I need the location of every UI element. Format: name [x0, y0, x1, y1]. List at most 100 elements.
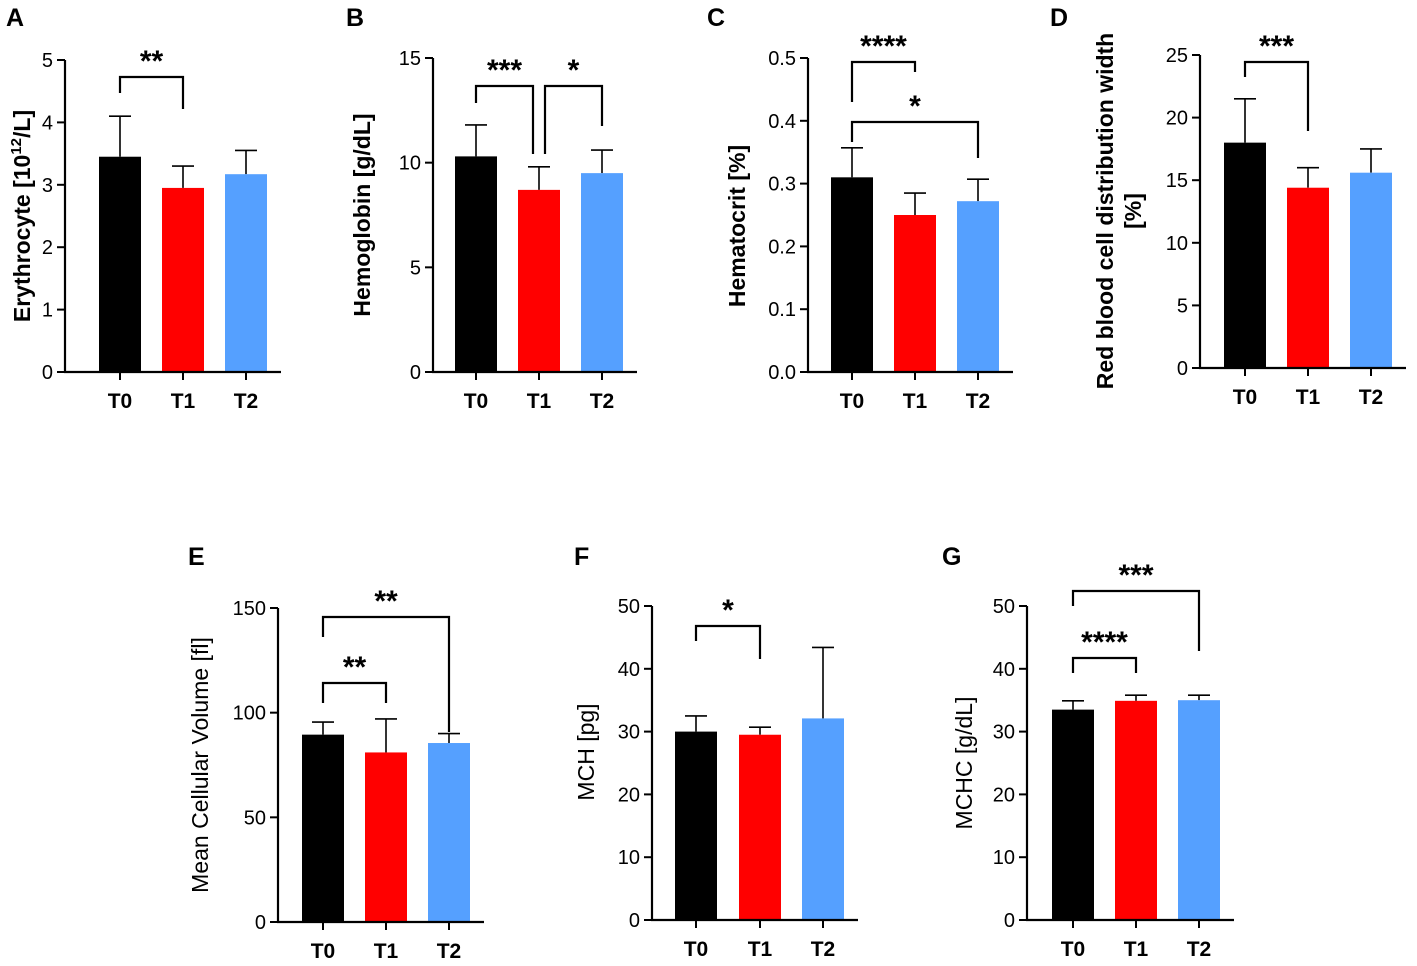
significance-bracket-g — [1071, 589, 1201, 651]
x-tick-label-b-t0: T0 — [464, 390, 489, 413]
y-tick-label-g: 50 — [993, 596, 1015, 618]
y-tick-label-b: 0 — [410, 362, 421, 384]
y-tick-label-c: 0.0 — [768, 362, 796, 384]
panel-letter-e: E — [188, 543, 205, 571]
x-tick-label-e-t2: T2 — [437, 940, 462, 963]
significance-label-c: **** — [860, 30, 907, 63]
y-axis-label-c: Hematocrit [%] — [724, 145, 750, 307]
significance-label-d: *** — [1259, 30, 1294, 63]
y-tick-label-e: 0 — [255, 912, 266, 934]
bar-f-t2 — [802, 718, 844, 920]
bar-g-t2 — [1178, 700, 1220, 920]
y-tick-label-f: 10 — [618, 847, 640, 869]
y-tick-label-g: 0 — [1004, 910, 1015, 932]
y-tick-label-c: 0.5 — [768, 48, 796, 70]
y-tick-label-a: 2 — [42, 237, 53, 259]
bar-e-t0 — [302, 734, 344, 922]
y-tick-label-b: 5 — [410, 257, 421, 279]
y-tick-label-d: 10 — [1166, 233, 1188, 255]
panel-letter-b: B — [346, 4, 364, 32]
significance-bracket-c — [850, 60, 917, 102]
y-tick-label-b: 10 — [399, 153, 421, 175]
y-tick-label-c: 0.4 — [768, 111, 796, 133]
x-tick-label-f-t0: T0 — [684, 938, 709, 961]
significance-bracket-b — [543, 84, 604, 154]
x-tick-label-g-t1: T1 — [1124, 938, 1149, 961]
y-axis-label-d: Red blood cell distribution width[%] — [1092, 33, 1146, 389]
y-axis-label-e: Mean Cellular Volume [fl] — [187, 637, 213, 893]
bar-f-t1 — [739, 734, 781, 920]
significance-bracket-e — [321, 681, 388, 703]
significance-label-g: **** — [1081, 626, 1128, 659]
y-tick-label-d: 20 — [1166, 108, 1188, 130]
bar-c-t0 — [831, 177, 873, 372]
y-tick-label-f: 0 — [629, 910, 640, 932]
bar-f-t0 — [675, 731, 717, 920]
y-tick-label-g: 10 — [993, 847, 1015, 869]
panel-d: D 0 5 10 15 20 25 T0 T1 T2 Red blood cell distribu… — [1050, 4, 1406, 409]
y-tick-label-d: 25 — [1166, 45, 1188, 67]
y-tick-label-a: 5 — [42, 50, 53, 72]
x-tick-label-a-t0: T0 — [108, 390, 133, 413]
x-tick-label-a-t2: T2 — [234, 390, 259, 413]
significance-label-a: ** — [140, 45, 164, 78]
y-tick-label-d: 5 — [1177, 295, 1188, 317]
bar-g-t1 — [1115, 700, 1157, 920]
y-tick-label-e: 100 — [233, 703, 266, 725]
x-tick-label-d-t0: T0 — [1233, 386, 1258, 409]
x-tick-label-b-t1: T1 — [527, 390, 552, 413]
y-tick-label-e: 50 — [244, 807, 266, 829]
x-tick-label-a-t1: T1 — [171, 390, 196, 413]
y-tick-label-g: 40 — [993, 659, 1015, 681]
significance-label-b: * — [568, 54, 580, 87]
bar-a-t0 — [99, 156, 141, 372]
panel-c: C 0.0 0.1 0.2 0.3 0.4 0.5 T0 T1 T2 Hematocrit [%] *… — [707, 4, 1013, 413]
significance-bracket-f — [694, 624, 762, 659]
bar-a-t2 — [225, 174, 267, 372]
significance-label-c: * — [909, 90, 921, 123]
bar-e-t1 — [365, 752, 407, 922]
x-tick-label-e-t1: T1 — [374, 940, 399, 963]
significance-label-f: * — [722, 594, 734, 627]
y-tick-label-d: 15 — [1166, 170, 1188, 192]
x-tick-label-c-t0: T0 — [840, 390, 865, 413]
significance-bracket-d — [1243, 60, 1310, 131]
x-tick-label-d-t1: T1 — [1296, 386, 1321, 409]
y-tick-label-e: 150 — [233, 598, 266, 620]
y-tick-label-b: 15 — [399, 48, 421, 70]
panel-f: F 0 10 20 30 40 50 T0 T1 T2 MCH [pg] * — [573, 543, 858, 961]
panel-e: E 0 50 100 150 T0 T1 T2 Mean Cellular Volume [fl… — [187, 543, 484, 963]
significance-bracket-a — [118, 75, 185, 109]
y-tick-label-a: 0 — [42, 362, 53, 384]
x-tick-label-f-t2: T2 — [811, 938, 836, 961]
y-tick-label-a: 3 — [42, 175, 53, 197]
y-tick-label-c: 0.2 — [768, 236, 796, 258]
bar-c-t1 — [894, 215, 936, 372]
bar-a-t1 — [162, 187, 204, 372]
bar-d-t1 — [1287, 187, 1329, 368]
bar-d-t0 — [1224, 142, 1266, 368]
significance-label-e: ** — [374, 585, 398, 618]
x-tick-label-g-t2: T2 — [1187, 938, 1212, 961]
y-axis-label-b: Hemoglobin [g/dL] — [349, 113, 375, 316]
panel-letter-d: D — [1050, 4, 1068, 32]
panel-a: A 0 1 2 3 4 5 T0 T1 T2 Erythrocyte [1012/L] ** — [6, 4, 281, 413]
y-tick-label-f: 50 — [618, 596, 640, 618]
bar-b-t2 — [581, 173, 623, 372]
x-tick-label-f-t1: T1 — [748, 938, 773, 961]
bar-d-t2 — [1350, 172, 1392, 368]
y-axis-label-g: MCHC [g/dL] — [951, 697, 977, 830]
significance-bracket-e — [321, 615, 451, 732]
x-tick-label-b-t2: T2 — [590, 390, 615, 413]
significance-bracket-b — [474, 84, 535, 154]
panel-letter-f: F — [574, 543, 589, 571]
bar-c-t2 — [957, 201, 999, 372]
bar-b-t1 — [518, 189, 560, 372]
y-tick-label-a: 1 — [42, 300, 53, 322]
panel-letter-g: G — [942, 543, 961, 571]
significance-label-e: ** — [343, 651, 367, 684]
significance-label-g: *** — [1118, 559, 1153, 592]
